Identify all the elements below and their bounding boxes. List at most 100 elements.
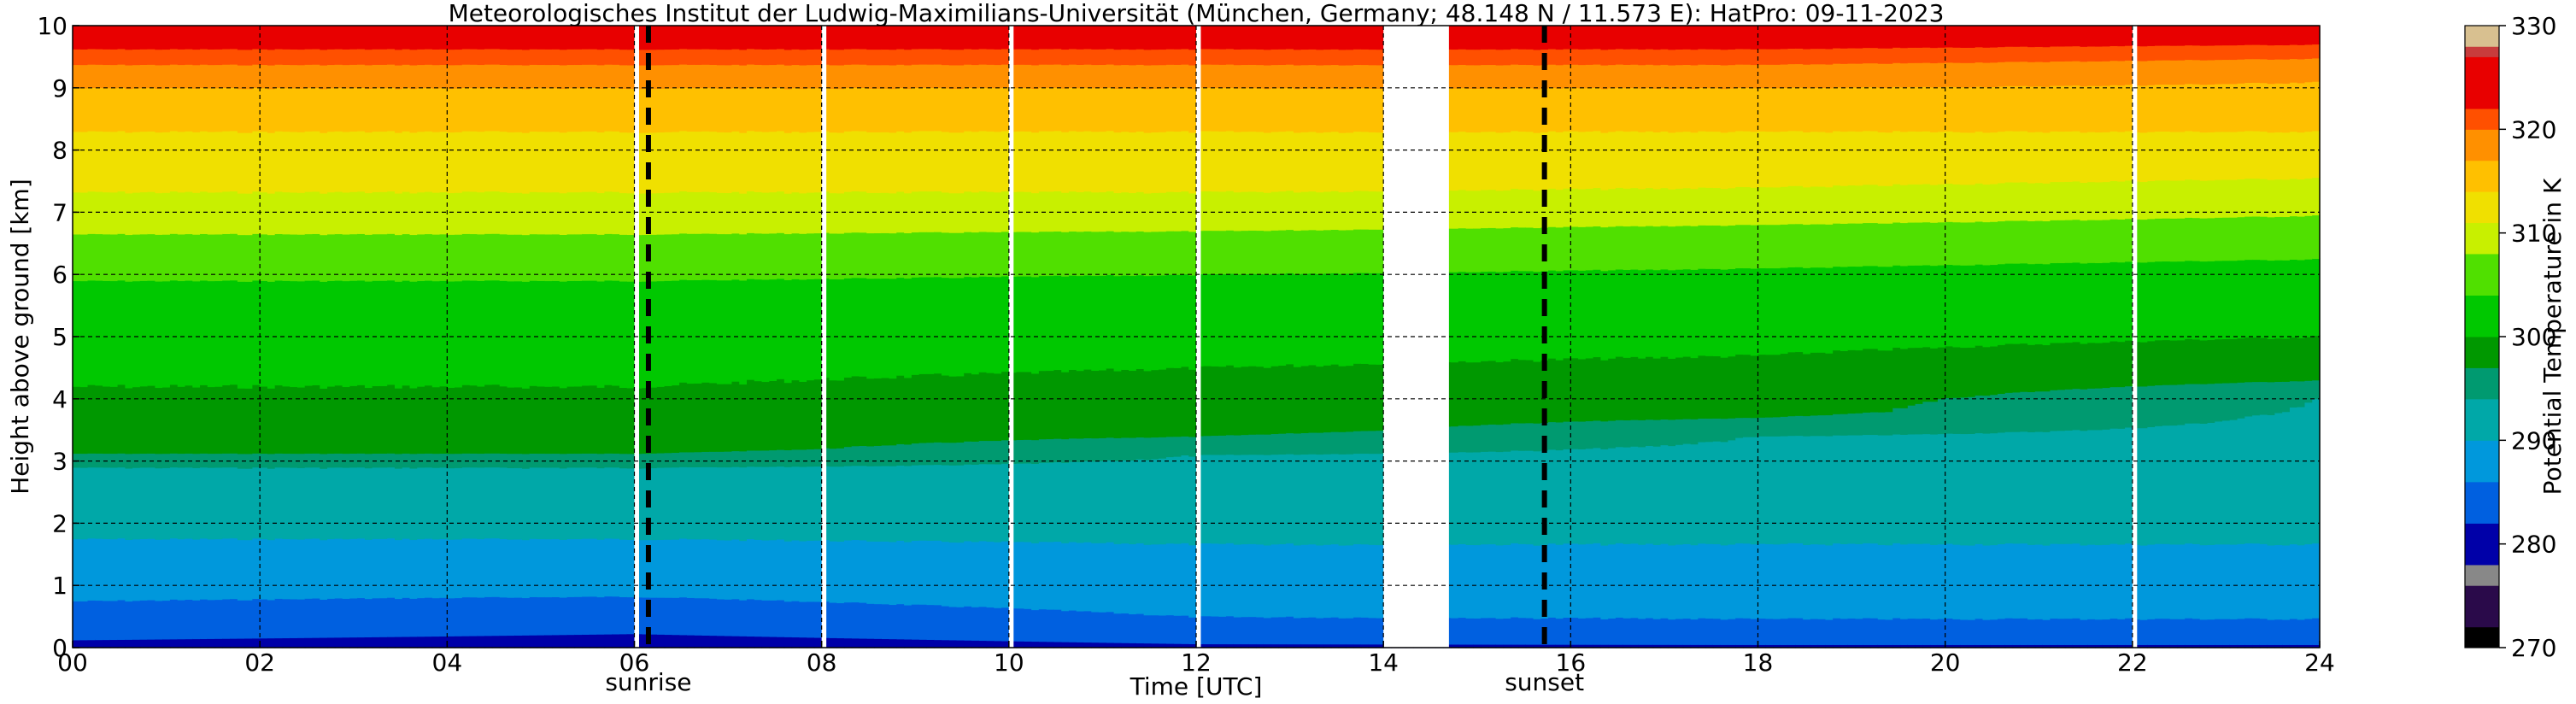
heatmap-cell — [162, 88, 171, 132]
heatmap-cell — [1833, 26, 1841, 49]
heatmap-cell — [994, 49, 1002, 66]
heatmap-cell — [589, 538, 598, 597]
heatmap-cell — [417, 131, 425, 193]
heatmap-cell — [964, 48, 972, 65]
heatmap-cell — [327, 538, 336, 599]
heatmap-cell — [1855, 48, 1863, 64]
heatmap-cell — [582, 595, 590, 635]
heatmap-cell — [327, 26, 336, 50]
heatmap-cell — [694, 49, 702, 65]
heatmap-cell — [686, 451, 695, 468]
heatmap-cell — [948, 49, 958, 66]
heatmap-cell — [230, 466, 238, 539]
heatmap-cell — [349, 597, 358, 638]
heatmap-cell — [1742, 64, 1752, 89]
heatmap-cell — [1967, 132, 1976, 185]
heatmap-cell — [95, 600, 103, 641]
heatmap-cell — [1787, 351, 1796, 417]
heatmap-cell — [1218, 616, 1227, 645]
heatmap-cell — [1061, 64, 1070, 89]
heatmap-cell — [694, 191, 702, 234]
heatmap-cell — [2087, 544, 2096, 619]
heatmap-cell — [2304, 644, 2313, 648]
heatmap-cell — [1870, 411, 1879, 436]
heatmap-cell — [926, 191, 935, 232]
heatmap-cell — [1233, 26, 1242, 50]
heatmap-cell — [1930, 26, 1939, 49]
heatmap-cell — [1885, 132, 1893, 186]
heatmap-cell — [1742, 87, 1752, 132]
heatmap-cell — [169, 233, 179, 281]
heatmap-cell — [672, 384, 680, 454]
heatmap-cell — [791, 379, 800, 450]
heatmap-cell — [484, 384, 493, 454]
heatmap-cell — [327, 87, 336, 132]
heatmap-cell — [222, 64, 231, 89]
heatmap-cell — [484, 26, 493, 50]
heatmap-cell — [829, 279, 837, 381]
heatmap-cell — [1511, 26, 1519, 50]
heatmap-cell — [1323, 617, 1332, 645]
heatmap-cell — [364, 49, 373, 66]
heatmap-cell — [596, 280, 606, 388]
heatmap-cell — [1773, 619, 1781, 645]
heatmap-cell — [1517, 64, 1527, 89]
heatmap-cell — [761, 87, 770, 132]
heatmap-cell — [934, 464, 942, 541]
heatmap-cell — [889, 638, 897, 648]
heatmap-cell — [169, 48, 179, 65]
heatmap-cell — [2012, 618, 2021, 645]
heatmap-cell — [2207, 644, 2215, 648]
heatmap-cell — [297, 538, 306, 600]
heatmap-cell — [327, 64, 336, 89]
heatmap-cell — [1488, 543, 1497, 619]
heatmap-cell — [1151, 614, 1159, 644]
heatmap-cell — [1608, 131, 1617, 190]
heatmap-cell — [2020, 130, 2028, 183]
heatmap-cell — [1083, 231, 1092, 276]
heatmap-cell — [918, 276, 927, 374]
y-tick-label: 9 — [52, 74, 67, 103]
heatmap-cell — [664, 452, 672, 468]
heatmap-cell — [799, 449, 807, 467]
heatmap-cell — [132, 467, 141, 540]
heatmap-cell — [1982, 132, 1991, 185]
heatmap-cell — [162, 600, 171, 640]
heatmap-cell — [1863, 644, 1871, 648]
heatmap-cell — [866, 638, 875, 648]
heatmap-cell — [1907, 265, 1916, 349]
heatmap-cell — [1533, 361, 1541, 424]
heatmap-cell — [155, 192, 163, 235]
heatmap-cell — [1907, 543, 1916, 619]
heatmap-cell — [304, 466, 314, 539]
heatmap-cell — [169, 384, 179, 454]
heatmap-cell — [1218, 273, 1227, 367]
heatmap-cell — [971, 26, 980, 50]
heatmap-cell — [552, 466, 560, 540]
colorbar-label: Potential Temperature in K — [2538, 178, 2567, 495]
heatmap-cell — [1660, 49, 1669, 65]
heatmap-cell — [1990, 619, 1998, 645]
heatmap-cell — [866, 445, 875, 466]
heatmap-cell — [477, 538, 485, 598]
heatmap-cell — [177, 466, 186, 540]
heatmap-cell — [1922, 86, 1931, 132]
heatmap-cell — [2162, 618, 2171, 645]
heatmap-cell — [1982, 346, 1991, 396]
heatmap-cell — [1915, 86, 1923, 132]
heatmap-cell — [2012, 644, 2021, 648]
heatmap-cell — [1135, 231, 1145, 276]
heatmap-cell — [1181, 230, 1189, 275]
heatmap-cell — [1451, 88, 1459, 132]
heatmap-cell — [1308, 229, 1317, 274]
heatmap-cell — [230, 384, 238, 454]
heatmap-cell — [132, 386, 141, 455]
heatmap-cell — [1503, 361, 1511, 425]
heatmap-cell — [1293, 643, 1302, 648]
heatmap-cell — [2057, 45, 2066, 62]
heatmap-cell — [1203, 191, 1212, 232]
heatmap-cell — [484, 537, 493, 597]
heatmap-cell — [1308, 431, 1317, 455]
heatmap-cell — [656, 539, 666, 598]
heatmap-cell — [799, 381, 807, 450]
